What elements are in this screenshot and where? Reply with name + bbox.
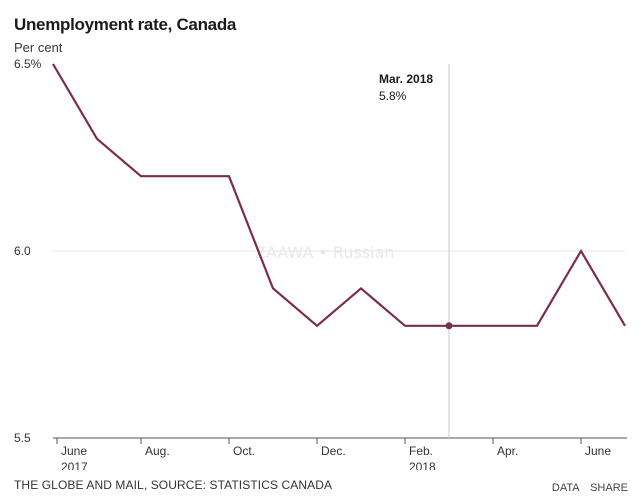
data-link[interactable]: DATA — [551, 482, 580, 494]
series-line[interactable] — [52, 63, 626, 328]
series — [50, 61, 628, 330]
data-point[interactable] — [50, 61, 56, 67]
x-axis: June 2017 Aug. Oct. Dec. Feb. 2018 Apr. June — [53, 437, 627, 470]
data-point[interactable] — [314, 323, 320, 329]
data-point[interactable] — [402, 323, 408, 329]
footer-links: DATA SHARE — [544, 482, 628, 494]
data-point[interactable] — [534, 323, 540, 329]
x-tick-label: Dec. — [321, 444, 346, 458]
highlight-dot — [445, 322, 453, 330]
chart-title: Unemployment rate, Canada — [14, 15, 237, 34]
annotation-value: 5.8% — [379, 89, 407, 103]
data-point[interactable] — [226, 173, 232, 179]
x-tick-label: June — [61, 444, 87, 458]
chart-subtitle: Per cent — [14, 40, 63, 55]
x-tick-label: Oct. — [233, 444, 255, 458]
x-tick-label: June — [585, 444, 611, 458]
x-tick-label: 2018 — [409, 460, 436, 470]
data-point[interactable] — [622, 323, 628, 329]
source-credit: THE GLOBE AND MAIL, SOURCE: STATISTICS C… — [14, 478, 333, 492]
data-point[interactable] — [358, 285, 364, 291]
data-point[interactable] — [490, 323, 496, 329]
y-tick-label: 6.5% — [14, 57, 42, 71]
highlight-annotation: Mar. 2018 5.8% — [379, 72, 433, 103]
y-axis: 6.5% 6.0 5.5 — [14, 57, 625, 445]
annotation-label: Mar. 2018 — [379, 72, 433, 86]
data-point[interactable] — [270, 285, 276, 291]
data-point[interactable] — [138, 173, 144, 179]
share-link[interactable]: SHARE — [590, 482, 628, 494]
x-tick-label: 2017 — [61, 460, 88, 470]
watermark: ZAAWA • Russian — [255, 243, 395, 262]
data-point[interactable] — [94, 136, 100, 142]
line-chart[interactable]: ZAAWA • Russian 6.5% 6.0 5.5 June 2017 Aug. O… — [0, 0, 642, 470]
x-tick-label: Apr. — [497, 444, 518, 458]
y-tick-label: 5.5 — [14, 431, 31, 445]
y-tick-label: 6.0 — [14, 244, 31, 258]
x-tick-label: Aug. — [145, 444, 170, 458]
x-tick-label: Feb. — [409, 444, 433, 458]
watermark-text: ZAAWA • Russian — [255, 243, 395, 262]
data-point[interactable] — [182, 173, 188, 179]
data-point[interactable] — [578, 248, 584, 254]
